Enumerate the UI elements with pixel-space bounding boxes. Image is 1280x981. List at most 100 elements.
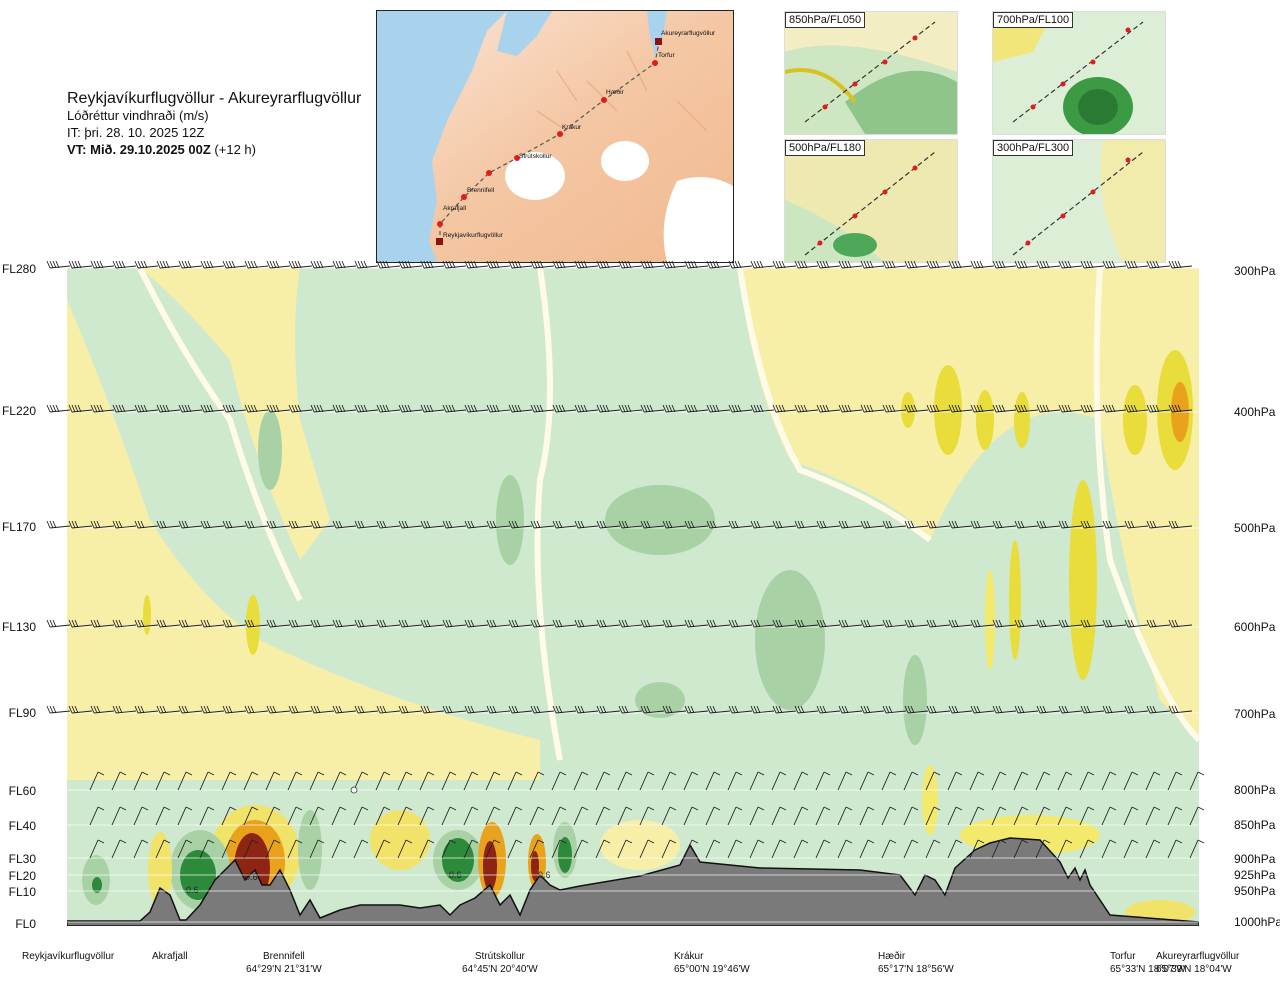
x-location-coord: 65°39'N 18°04'W (1156, 964, 1232, 975)
wind-barb (507, 806, 523, 826)
wind-barb (222, 260, 247, 269)
wind-barb (1124, 705, 1149, 714)
wind-barb (595, 806, 611, 826)
wind-barb (1058, 520, 1083, 529)
wind-barb (442, 404, 467, 413)
wind-barb (948, 404, 973, 413)
wind-barb (134, 260, 159, 269)
wind-barb (573, 771, 589, 791)
fl-label: FL220 (1, 404, 36, 418)
wind-barb (970, 260, 995, 269)
wind-barb (772, 520, 797, 529)
wind-barb (463, 839, 479, 859)
pressure-label: 600hPa (1234, 620, 1276, 634)
wind-barb (354, 705, 379, 714)
wind-barb (970, 520, 995, 529)
wind-barb (1080, 520, 1105, 529)
wind-barb (221, 806, 237, 826)
wind-barb (574, 705, 599, 714)
x-location: Krákur 65°00'N 19°46'W (674, 950, 750, 976)
wind-barb (860, 619, 885, 628)
wind-barb (618, 705, 643, 714)
wind-barb (1014, 705, 1039, 714)
valid-time-lead: (+12 h) (214, 142, 256, 157)
wind-barb (903, 806, 919, 826)
wind-barb (661, 839, 677, 859)
wind-barb (1189, 839, 1205, 859)
wind-barb (728, 705, 753, 714)
wind-barb (178, 520, 203, 529)
wind-barb (530, 260, 555, 269)
level-map-label: 500hPa/FL180 (785, 140, 866, 156)
wind-barb (794, 619, 819, 628)
wind-barb (969, 839, 985, 859)
wind-barb (177, 806, 193, 826)
wind-barb (815, 806, 831, 826)
field-yellow-blob (1069, 480, 1097, 680)
wind-barb (112, 705, 137, 714)
wind-barb (46, 260, 71, 269)
field-yellow-blob (901, 392, 915, 428)
fl-label: FL280 (1, 262, 36, 276)
wind-barb (1057, 771, 1073, 791)
wind-barb (596, 520, 621, 529)
wind-barb (859, 771, 875, 791)
wind-barb (1145, 771, 1161, 791)
wind-barb (1014, 404, 1039, 413)
level-map-label: 700hPa/FL100 (993, 12, 1074, 28)
wind-barb (441, 771, 457, 791)
wind-barb (838, 404, 863, 413)
wind-barb (288, 260, 313, 269)
wind-barb (793, 806, 809, 826)
wind-barb (661, 771, 677, 791)
wind-barb (662, 520, 687, 529)
wind-barb (948, 705, 973, 714)
wind-barb (1102, 260, 1127, 269)
wind-barb (68, 619, 93, 628)
wind-barb (882, 520, 907, 529)
wind-barb (1168, 520, 1193, 529)
wind-barb (750, 260, 775, 269)
level-map-300: 300hPa/FL300 (992, 139, 1166, 263)
wind-barb (310, 404, 335, 413)
pressure-label: 925hPa (1234, 868, 1276, 882)
wind-barb (1013, 839, 1029, 859)
wind-barb (904, 404, 929, 413)
wind-barb (266, 619, 291, 628)
map-label-torfur: Torfur (658, 52, 675, 59)
wind-barb (573, 806, 589, 826)
fl-label: FL90 (8, 706, 36, 720)
wind-barb (155, 839, 171, 859)
wind-barb (1123, 806, 1139, 826)
wind-barb (816, 705, 841, 714)
wind-barb (111, 839, 127, 859)
wind-barb (309, 839, 325, 859)
wind-barb (463, 771, 479, 791)
wind-barb (705, 806, 721, 826)
wind-barb (551, 806, 567, 826)
level-map-700: 700hPa/FL100 (992, 11, 1166, 135)
wind-barb (464, 520, 489, 529)
wind-barb (156, 520, 181, 529)
wind-barb (750, 705, 775, 714)
wind-barb (310, 260, 335, 269)
wind-barb (816, 404, 841, 413)
wind-barb (134, 619, 159, 628)
pressure-label: 950hPa (1234, 884, 1276, 898)
wind-barb (265, 839, 281, 859)
x-location: Strútskollur 64°45'N 20°40'W (462, 950, 538, 976)
wind-barb (529, 771, 545, 791)
wind-barb (948, 520, 973, 529)
wind-barb (552, 404, 577, 413)
wind-barb (617, 806, 633, 826)
wind-barb (288, 705, 313, 714)
x-location: Hæðir 65°17'N 18°56'W (878, 950, 954, 976)
wind-barb (1146, 619, 1171, 628)
wind-barb (1079, 839, 1095, 859)
fl-label: FL20 (8, 869, 36, 883)
wind-barb (1036, 260, 1061, 269)
field-contour (534, 268, 563, 761)
wind-barb (111, 806, 127, 826)
wind-barb (1014, 520, 1039, 529)
